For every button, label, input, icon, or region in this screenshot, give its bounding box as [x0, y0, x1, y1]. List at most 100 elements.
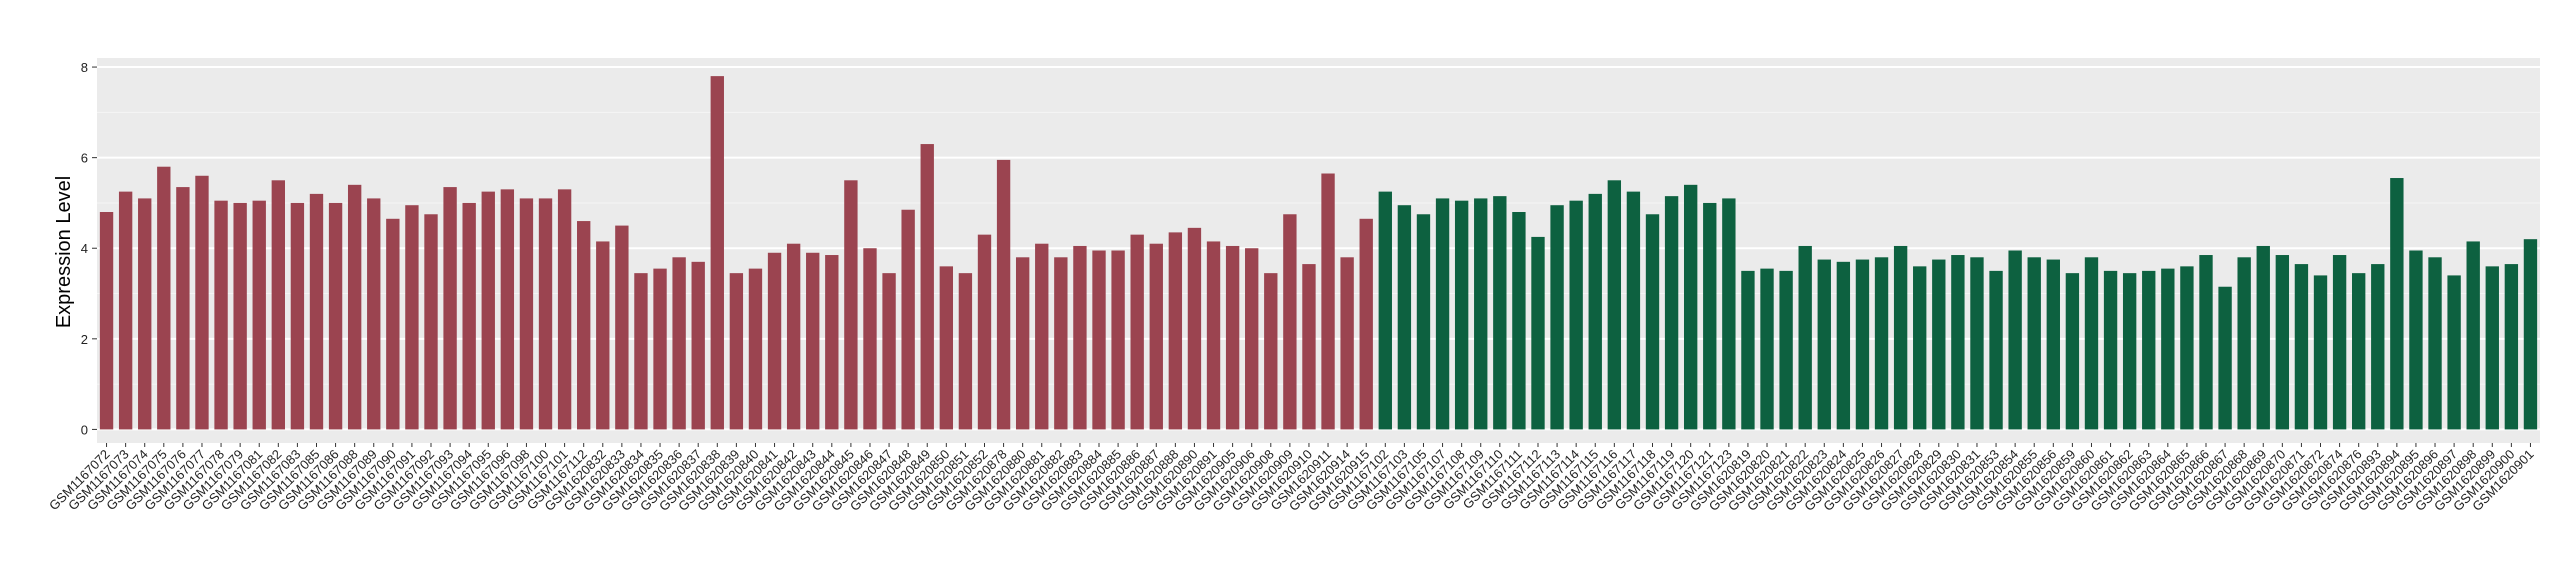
bar [2046, 259, 2060, 430]
bar [138, 198, 152, 430]
bar [1722, 198, 1736, 430]
bar [405, 205, 419, 430]
bar [118, 191, 133, 430]
bar [443, 187, 457, 430]
bar [1206, 241, 1221, 430]
bar [958, 273, 973, 430]
bar [1703, 202, 1717, 430]
bar [767, 252, 782, 430]
bar [1951, 255, 1965, 430]
bar [195, 175, 209, 430]
bar [176, 187, 190, 430]
bar [347, 184, 362, 430]
bar [1454, 200, 1469, 430]
bar [309, 193, 324, 430]
bar [2447, 275, 2461, 430]
bar [328, 202, 343, 430]
bar [1283, 214, 1297, 430]
bar [1378, 191, 1392, 430]
bar [2466, 241, 2480, 430]
bar [157, 166, 171, 430]
bar [2352, 273, 2366, 430]
bar [462, 202, 476, 430]
bar [1798, 245, 1812, 430]
bar [1893, 245, 1908, 430]
bar [2180, 266, 2194, 430]
bar [596, 241, 610, 430]
bar [1607, 180, 1622, 430]
y-tick-label: 2 [81, 332, 88, 347]
bar [1550, 205, 1564, 430]
bar [1760, 268, 1774, 430]
bar [1397, 205, 1412, 430]
bar [1416, 214, 1431, 430]
bar [2103, 270, 2118, 430]
bar [1913, 266, 1927, 430]
y-tick-label: 0 [81, 422, 88, 437]
bar [271, 180, 285, 430]
bar [2027, 257, 2041, 430]
bar [1111, 250, 1125, 430]
bar [2161, 268, 2175, 430]
bar [1512, 212, 1526, 430]
bar [2332, 255, 2347, 430]
bar [786, 243, 801, 430]
bar [1531, 236, 1545, 430]
bar [1779, 270, 1793, 430]
bar [557, 189, 572, 430]
y-axis: 0 2 4 6 8 [81, 60, 97, 437]
bar [2409, 250, 2423, 430]
bar [1741, 270, 1755, 430]
bar [1130, 234, 1144, 430]
bar [1264, 273, 1278, 430]
bar [1569, 200, 1583, 430]
bar [825, 255, 839, 430]
bar [252, 200, 266, 430]
bar [2008, 250, 2022, 430]
bar [901, 209, 915, 430]
bar [1073, 245, 1087, 430]
bar [710, 76, 724, 430]
bar [844, 180, 858, 430]
bar [634, 273, 648, 430]
y-tick-label: 6 [81, 151, 88, 166]
bar [977, 234, 992, 430]
bar [1874, 257, 1889, 430]
bar [1092, 250, 1106, 430]
bar [615, 225, 629, 430]
bar [2428, 257, 2442, 430]
bar [1359, 218, 1373, 430]
bar [2237, 257, 2251, 430]
bar [2275, 255, 2290, 430]
bar [748, 268, 763, 430]
x-axis: GSM1167072GSM1167073GSM1167074GSM1167075… [46, 443, 2537, 514]
bar [577, 221, 591, 430]
bar [1970, 257, 1984, 430]
bar [691, 261, 705, 430]
bar [1435, 198, 1450, 430]
bar [939, 266, 954, 430]
bar [500, 189, 515, 430]
bar [519, 198, 534, 430]
bar [1626, 191, 1641, 430]
bar [2256, 245, 2270, 430]
bar [1836, 261, 1851, 430]
bar [2122, 273, 2137, 430]
bar [729, 273, 744, 430]
bar [1493, 196, 1507, 430]
bar [2142, 270, 2156, 430]
bar [1054, 257, 1068, 430]
bar [99, 212, 114, 430]
bar [2485, 266, 2499, 430]
bar [1474, 198, 1488, 430]
bar [2371, 264, 2385, 430]
bar [1683, 184, 1698, 430]
bar [672, 257, 686, 430]
bar [1187, 227, 1202, 430]
bar [920, 144, 934, 430]
bar [1168, 232, 1183, 430]
bar [214, 200, 228, 430]
bar [1817, 259, 1831, 430]
bar [481, 191, 495, 430]
bar [1321, 173, 1335, 430]
